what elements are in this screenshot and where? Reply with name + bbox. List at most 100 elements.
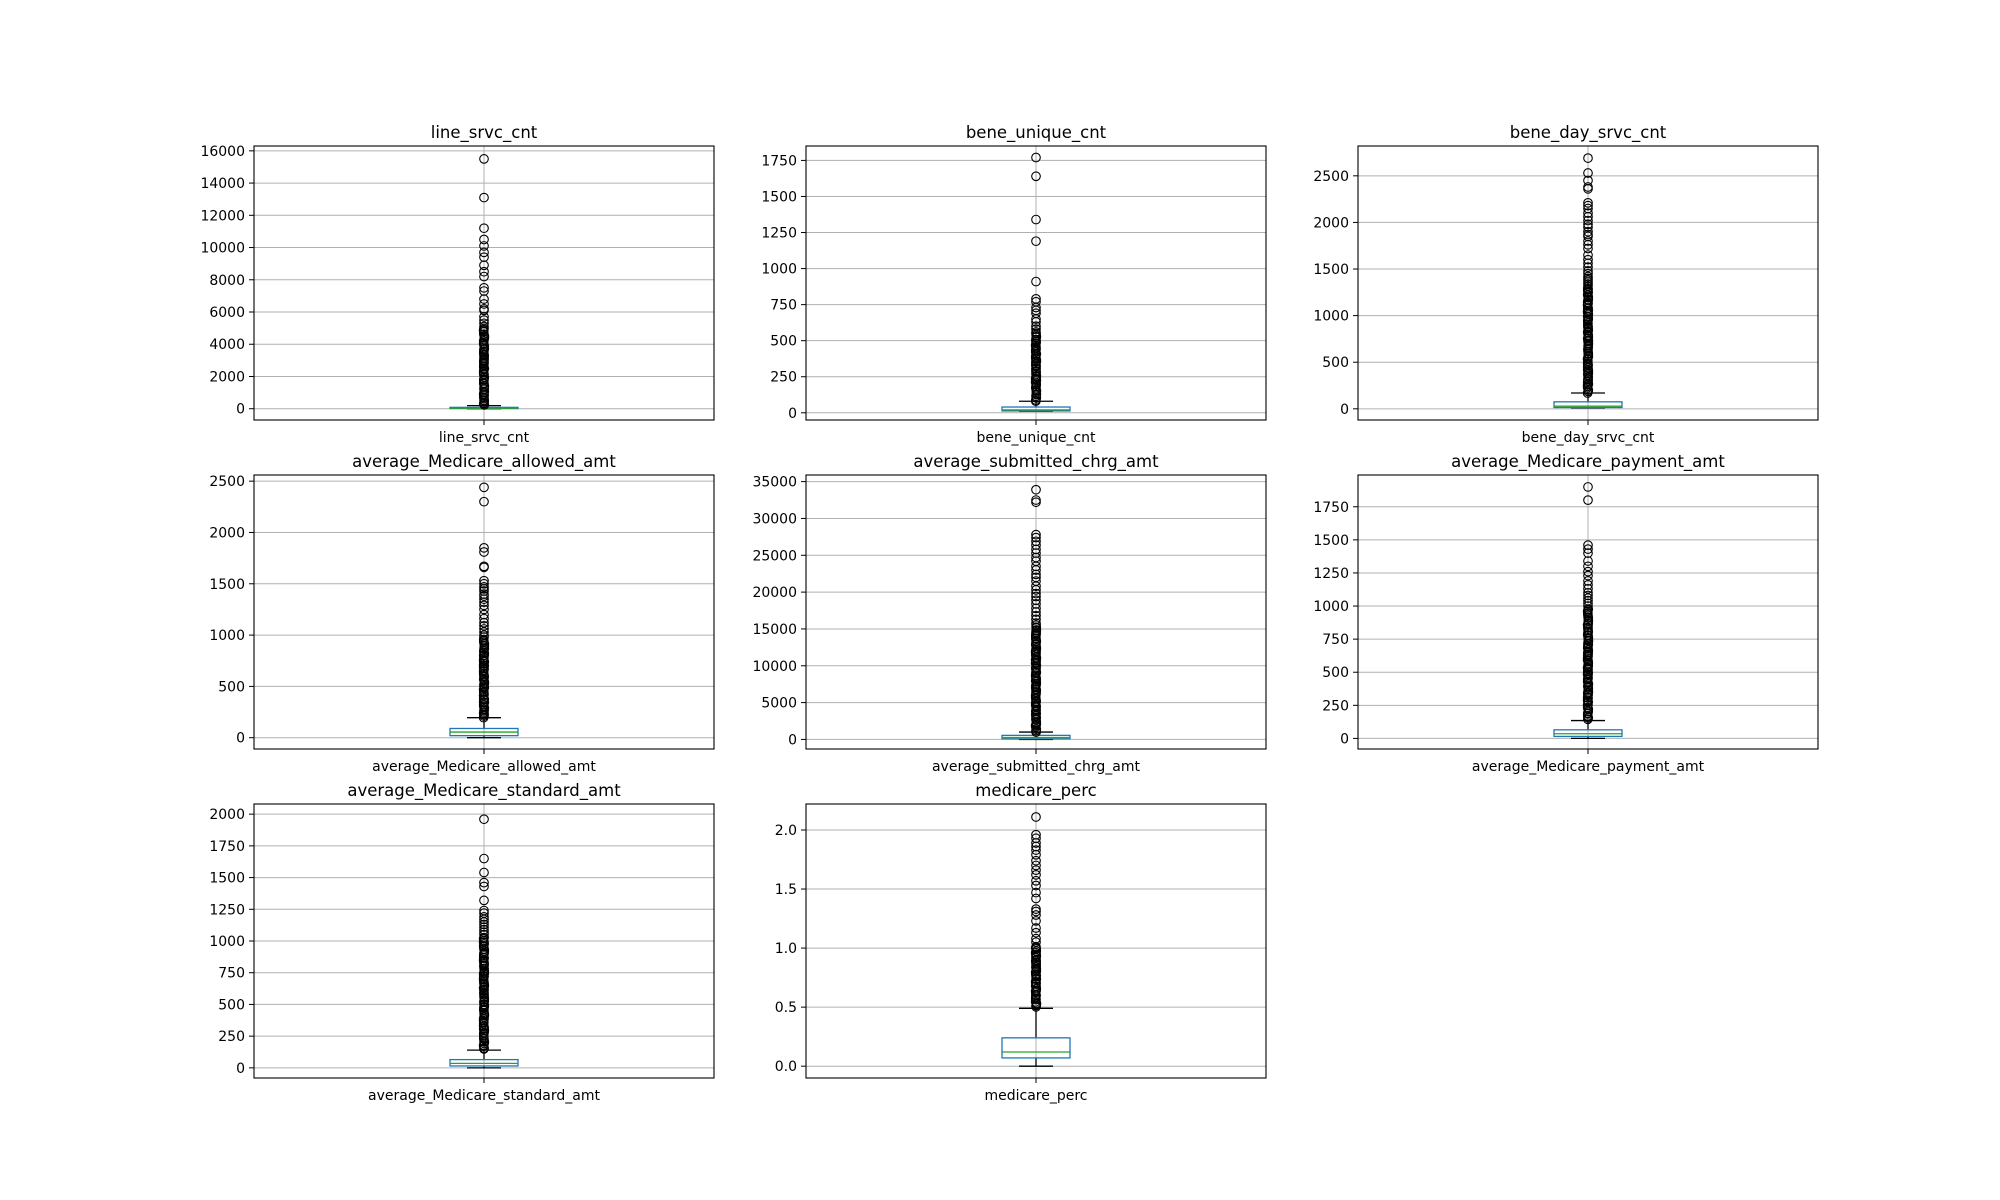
outlier-point — [479, 154, 489, 164]
outlier-point — [479, 260, 489, 271]
outlier-point — [1031, 910, 1041, 920]
outlier-point — [1583, 262, 1593, 273]
outlier-point — [1583, 222, 1593, 232]
y-tick-label: 1250 — [209, 902, 245, 918]
y-tick-label: 2.0 — [775, 823, 797, 839]
outlier-point — [479, 877, 489, 888]
outlier-point — [479, 315, 489, 325]
y-tick-label: 1000 — [1313, 309, 1349, 325]
outlier-point — [1583, 495, 1593, 505]
outlier-point — [479, 562, 489, 573]
outlier-point — [479, 881, 489, 892]
outlier-point — [479, 597, 489, 608]
y-tick-label: 2000 — [209, 525, 245, 541]
y-tick-label: 1250 — [1313, 566, 1349, 582]
outlier-point — [1583, 544, 1593, 554]
outlier-point — [479, 247, 489, 258]
subplot-line-srvc-cnt: line_srvc_cnt 0 2000 4000 6000 8000 10000 12000… — [200, 123, 715, 446]
y-tick-label: 2000 — [1313, 215, 1349, 231]
y-tick-label: 250 — [770, 370, 797, 386]
y-tick-label: 8000 — [209, 273, 245, 289]
outlier-point — [1583, 200, 1593, 211]
y-tick-label: 1000 — [1313, 599, 1349, 615]
outlier-point — [479, 282, 489, 293]
outlier-point — [479, 192, 489, 203]
y-tick-label: 15000 — [752, 622, 797, 638]
y-tick-label: 0.0 — [775, 1059, 797, 1075]
outlier-point — [1583, 580, 1593, 590]
y-tick-label: 500 — [218, 997, 245, 1013]
subplot-grid: line_srvc_cnt020004000600080001000012000… — [200, 123, 1819, 1104]
outlier-point — [479, 578, 489, 589]
outlier-point — [1583, 236, 1593, 246]
outlier-point — [1031, 484, 1041, 495]
y-tick-label: 2000 — [209, 807, 245, 823]
outlier-point — [1583, 561, 1593, 572]
y-tick-label: 2500 — [209, 474, 245, 490]
y-tick-label: 250 — [218, 1029, 245, 1045]
subplot-average-Medicare-allowed-amt: average_Medicare_allowed_amt 0 500 1000 1500… — [209, 452, 715, 775]
outlier-point — [1583, 219, 1593, 230]
outlier-point — [1583, 566, 1593, 577]
outlier-point — [1031, 214, 1041, 225]
y-tick-label: 0 — [236, 402, 245, 418]
outlier-point — [1583, 593, 1593, 603]
y-tick-label: 16000 — [200, 144, 245, 160]
axes-frame — [1357, 474, 1819, 750]
outlier-point — [1031, 610, 1041, 621]
outlier-point — [479, 814, 489, 825]
outlier-point — [479, 600, 489, 611]
outlier-point — [479, 241, 489, 251]
outlier-point — [1031, 497, 1041, 508]
y-tick-label: 750 — [1322, 632, 1349, 648]
x-tick-label: average_submitted_chrg_amt — [932, 759, 1141, 775]
outlier-point — [1583, 598, 1593, 609]
y-tick-label: 1.5 — [775, 882, 797, 898]
outlier-point — [1583, 266, 1593, 276]
axes-frame — [805, 145, 1267, 421]
y-tick-label: 0 — [236, 731, 245, 747]
subplot-bene-day-srvc-cnt: bene_day_srvc_cnt 0 500 1000 1500 2000 2500 ben… — [1313, 123, 1819, 446]
outlier-point — [1583, 226, 1593, 237]
x-tick-label: average_Medicare_allowed_amt — [372, 759, 596, 775]
outlier-point — [1031, 569, 1041, 580]
outlier-point — [1031, 865, 1041, 875]
x-tick-label: medicare_perc — [984, 1088, 1087, 1104]
outlier-point — [479, 853, 489, 864]
box-iqr — [1001, 406, 1071, 412]
y-tick-label: 10000 — [200, 241, 245, 257]
y-tick-label: 1500 — [209, 577, 245, 593]
subplot-title: line_srvc_cnt — [431, 123, 538, 143]
outlier-point — [1583, 590, 1593, 601]
y-tick-label: 1500 — [209, 871, 245, 887]
outlier-point — [1031, 529, 1041, 540]
outlier-point — [479, 318, 489, 329]
outlier-point — [1031, 927, 1041, 938]
box-iqr — [1553, 401, 1623, 409]
outlier-point — [479, 621, 489, 631]
outlier-point — [1583, 280, 1593, 291]
outlier-point — [1583, 482, 1593, 492]
outlier-point — [479, 321, 489, 332]
outlier-point — [479, 895, 489, 906]
outlier-point — [479, 299, 489, 309]
outlier-point — [1031, 314, 1041, 324]
axes-frame — [253, 474, 715, 750]
outlier-point — [1583, 583, 1593, 594]
outlier-point — [1583, 601, 1593, 611]
outlier-point — [479, 617, 489, 628]
outlier-point — [1583, 153, 1593, 163]
y-tick-label: 750 — [218, 966, 245, 982]
outlier-point — [1031, 860, 1041, 871]
outlier-point — [479, 271, 489, 282]
outlier-point — [479, 919, 489, 930]
y-tick-label: 500 — [1322, 355, 1349, 371]
y-tick-label: 2000 — [209, 369, 245, 385]
outlier-point — [1031, 870, 1041, 880]
outlier-point — [479, 223, 489, 234]
y-tick-label: 1000 — [209, 628, 245, 644]
y-tick-label: 1250 — [761, 226, 797, 242]
outlier-point — [479, 917, 489, 927]
y-tick-label: 0 — [788, 732, 797, 748]
y-tick-label: 0.5 — [775, 1000, 797, 1016]
